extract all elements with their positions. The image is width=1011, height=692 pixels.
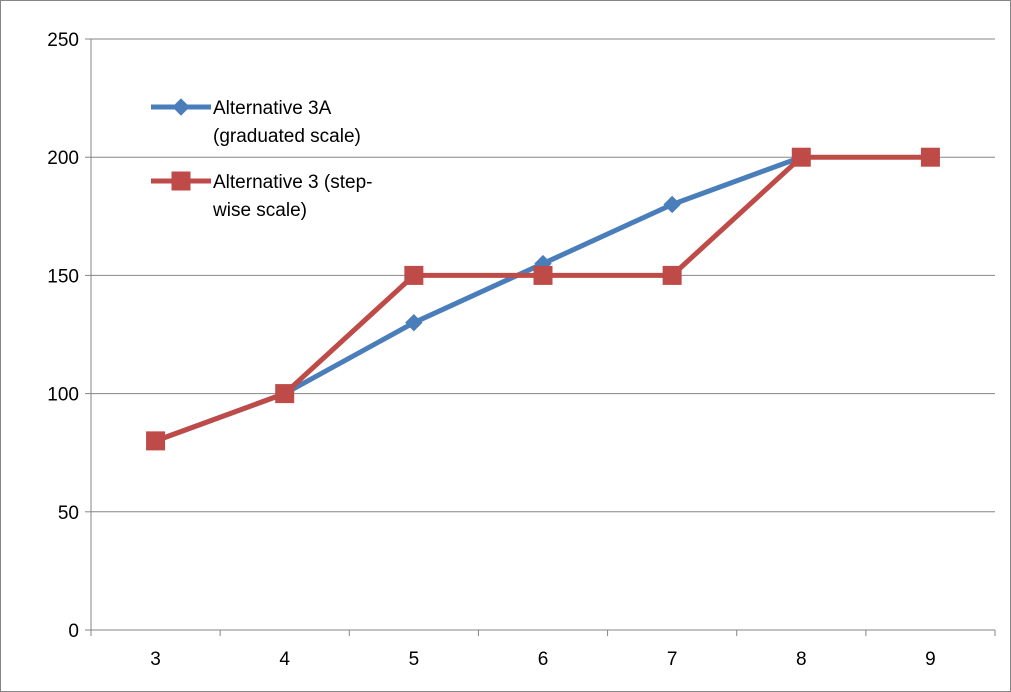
legend-label: Alternative 3A (213, 98, 332, 119)
data-point (146, 431, 166, 451)
y-tick-label: 250 (47, 30, 79, 51)
axes (85, 38, 996, 636)
data-point (275, 384, 295, 404)
series-2 (146, 147, 940, 451)
x-tick-label: 4 (279, 649, 290, 670)
x-tick-label: 9 (925, 649, 936, 670)
x-tick-label: 6 (538, 649, 549, 670)
series (146, 147, 940, 451)
tick-labels: 0 50 100 150 200 250 3 4 5 6 7 8 9 (47, 30, 935, 670)
legend-label: Alternative 3 (step- (213, 172, 372, 193)
x-tick-label: 8 (796, 649, 807, 670)
legend-marker-1 (172, 98, 190, 116)
y-tick-label: 150 (47, 266, 79, 287)
legend: Alternative 3A(graduated scale)Alternati… (151, 98, 372, 221)
y-tick-label: 50 (58, 503, 79, 524)
x-tick-label: 7 (667, 649, 678, 670)
y-tick-label: 0 (68, 621, 79, 642)
legend-entry-2: Alternative 3 (step-wise scale) (151, 171, 372, 221)
y-tick-label: 200 (47, 148, 79, 169)
x-tick-label: 3 (150, 649, 161, 670)
data-point (404, 265, 424, 285)
data-point (405, 313, 423, 332)
y-tick-label: 100 (47, 385, 79, 406)
data-point (662, 265, 682, 285)
legend-entry-1: Alternative 3A (graduated scale) (151, 98, 361, 147)
data-point (791, 147, 811, 167)
legend-label: wise scale) (212, 200, 307, 221)
series-1 (146, 148, 810, 450)
legend-label: (graduated scale) (213, 126, 361, 147)
x-tick-label: 5 (409, 649, 420, 670)
data-point (663, 195, 681, 214)
legend-marker-2 (171, 171, 191, 191)
data-point (533, 265, 553, 285)
data-point (920, 147, 940, 167)
